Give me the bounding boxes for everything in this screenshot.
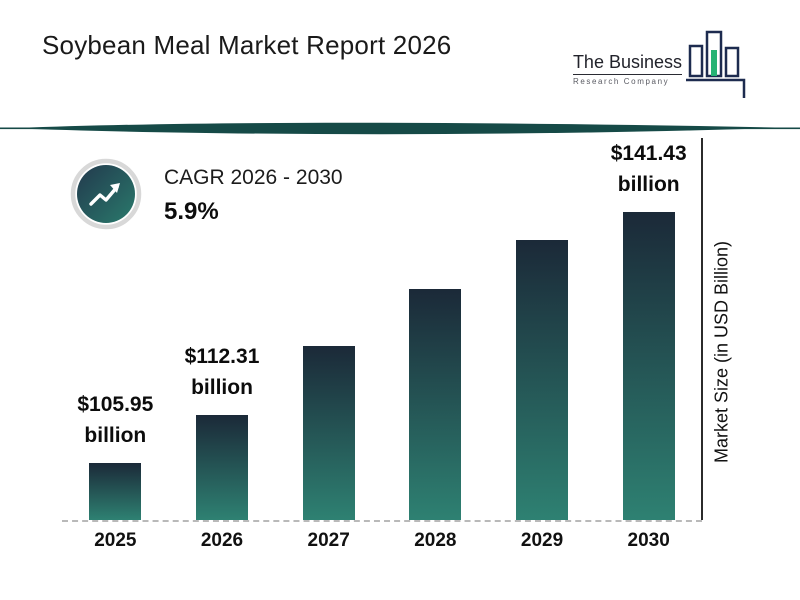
cagr-value: 5.9%	[164, 198, 219, 225]
x-axis-label-2027: 2027	[307, 530, 350, 551]
bar-2025	[89, 463, 142, 520]
plot-area: $105.95 billion $112.31 billion $141.43 billi…	[62, 138, 702, 520]
cagr-label: CAGR 2026 - 2030	[164, 166, 343, 189]
cagr-badge: CAGR 2026 - 2030 5.9%	[70, 158, 343, 230]
bar-value-label-2025: $105.95 billion	[77, 393, 154, 447]
x-axis-baseline	[62, 520, 702, 522]
bar-2027	[302, 346, 355, 520]
bar-2029	[516, 240, 569, 520]
cagr-texts: CAGR 2026 - 2030 5.9%	[164, 158, 343, 226]
bar-column-2030: $141.43 billion	[595, 139, 702, 520]
bar-column-2027	[275, 346, 382, 520]
logo-name: The Business	[572, 52, 682, 75]
bar-column-2029	[489, 240, 596, 520]
x-axis-label-2029: 2029	[520, 530, 564, 551]
x-axis-labels: 2025 2026 2027 2028 2029 2030	[62, 530, 702, 552]
bar-2028	[409, 289, 462, 520]
bar-column-2025: $105.95 billion	[62, 390, 169, 520]
x-axis-label-2030: 2030	[627, 530, 670, 551]
page-title: Soybean Meal Market Report 2026	[42, 30, 452, 60]
bar-column-2028	[382, 289, 489, 520]
header-divider	[0, 122, 800, 135]
y-axis-label: Market Size (in USD Billion)	[711, 240, 732, 464]
x-axis-label-2028: 2028	[414, 530, 457, 551]
x-axis-label-2026: 2026	[200, 530, 244, 551]
logo-subtitle: Research Company	[572, 77, 670, 86]
x-axis-label-2025: 2025	[94, 530, 137, 551]
logo-bars-icon	[686, 30, 746, 98]
trend-arrow-icon	[70, 158, 142, 230]
y-axis-line	[701, 138, 703, 520]
bar-value-label-2030: $141.43 billion	[610, 142, 687, 196]
bar-column-2026: $112.31 billion	[169, 342, 276, 520]
bar-2026	[196, 415, 248, 520]
company-logo-text: The Business Research Company	[572, 52, 682, 100]
company-logo: The Business Research Company	[572, 28, 752, 100]
bar-value-label-2026: $112.31 billion	[184, 345, 260, 399]
bar-2030	[622, 212, 675, 520]
